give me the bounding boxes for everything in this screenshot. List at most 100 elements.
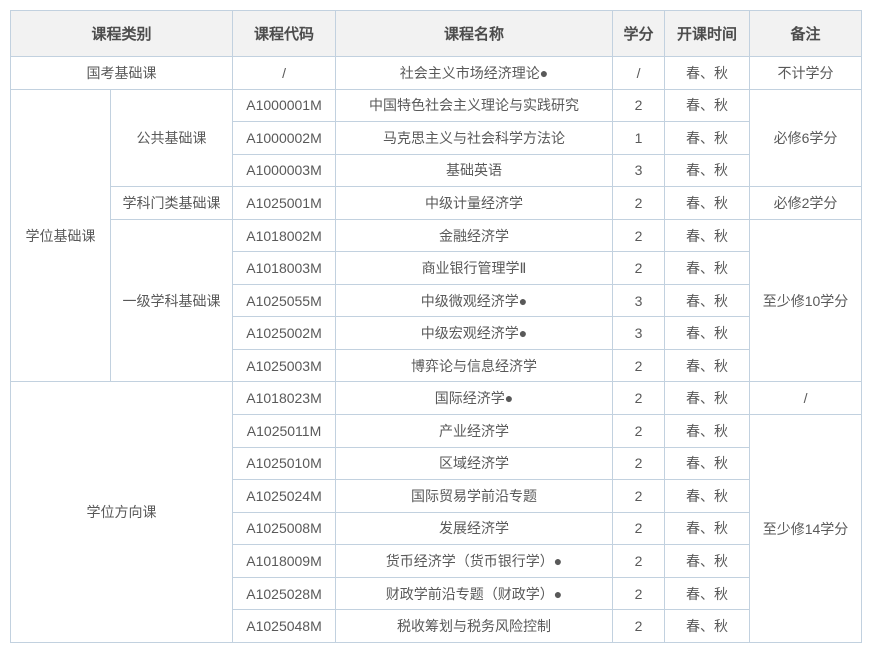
table-cell: 学位方向课 [9, 381, 234, 643]
table-cell: 2 [612, 414, 666, 448]
table-cell: 春、秋 [664, 88, 751, 123]
table-row: A1025048M 税收筹划与税务风险控制 2 春、秋 [11, 609, 862, 643]
table-cell: A1025011M [232, 414, 337, 448]
table-cell: 税收筹划与税务风险控制 [335, 609, 614, 643]
table-cell: 货币经济学（货币银行学）● [335, 544, 614, 578]
table-cell: 春、秋 [664, 316, 751, 350]
table-cell: A1025002M [232, 316, 337, 350]
table-cell: 2 [612, 511, 666, 546]
table-row: A1000002M 马克思主义与社会科学方法论 1 春、秋 [11, 121, 862, 155]
table-cell: A1018023M [232, 381, 337, 416]
curriculum-table: 课程类别 课程代码 课程名称 学分 开课时间 备注 国考基础课 / 社会主义市场经济理论● / 春… [9, 10, 863, 643]
table-cell: 中级计量经济学 [335, 186, 614, 220]
table-cell: 发展经济学 [335, 511, 614, 546]
table-cell: A1025024M [232, 479, 337, 513]
table-cell: 春、秋 [664, 414, 751, 448]
table-cell: 春、秋 [664, 381, 751, 416]
table-cell: 中级微观经济学● [335, 283, 614, 318]
table-cell: 中国特色社会主义理论与实践研究 [335, 88, 614, 123]
column-header: 课程代码 [232, 10, 337, 57]
table-cell: 至少修14学分 [749, 414, 863, 643]
table-row: A1025055M 中级微观经济学● 3 春、秋 [11, 283, 862, 318]
table-cell: 国际贸易学前沿专题 [335, 479, 614, 513]
table-row: 学位基础课 公共基础课 A1000001M 中国特色社会主义理论与实践研究 2 春、秋 必修… [10, 88, 863, 383]
table-cell: 产业经济学 [335, 414, 614, 448]
table-cell: 春、秋 [664, 544, 751, 578]
table-cell: 春、秋 [664, 121, 751, 155]
table-cell: 基础英语 [335, 153, 614, 188]
column-header: 课程名称 [335, 10, 614, 57]
table-cell: 春、秋 [664, 348, 751, 383]
table-row: 学位方向课 A1018023M 国际经济学● 2 春、秋 / [9, 381, 863, 643]
table-row: A1000003M 基础英语 3 春、秋 [11, 153, 862, 188]
table-cell: 春、秋 [664, 479, 751, 513]
table-cell: A1025010M [232, 446, 337, 481]
header-row: 课程类别 课程代码 课程名称 学分 开课时间 备注 [9, 10, 863, 57]
table-row: 学科门类基础课 A1025001M 中级计量经济学 2 春、秋 必修2学分 [11, 186, 863, 220]
table-cell: 2 [612, 381, 666, 416]
table-row: A1025003M 博弈论与信息经济学 2 春、秋 [11, 348, 862, 383]
table-cell: 2 [612, 251, 666, 285]
table-cell: A1025003M [232, 348, 337, 383]
table-cell: 春、秋 [664, 153, 751, 188]
table-cell: 不计学分 [749, 56, 863, 90]
column-header: 课程类别 [9, 10, 234, 57]
table-cell: 国际经济学● [335, 381, 614, 416]
table-cell: 春、秋 [664, 218, 751, 253]
table-cell: 春、秋 [664, 186, 751, 220]
table-cell: 2 [612, 218, 666, 253]
table-cell: 国考基础课 [9, 56, 234, 90]
table-cell: 学位基础课 [10, 88, 111, 383]
table-cell: 至少修10学分 [749, 218, 863, 383]
table-cell: 2 [612, 544, 666, 578]
table-cell: 1 [612, 121, 666, 155]
table-cell: 2 [612, 186, 666, 220]
table-cell: 春、秋 [664, 56, 751, 90]
table-cell: 2 [612, 88, 666, 123]
table-cell: 财政学前沿专题（财政学）● [335, 576, 614, 611]
table-row: A1025028M 财政学前沿专题（财政学）● 2 春、秋 [11, 576, 862, 611]
table-cell: 2 [612, 609, 666, 643]
table-cell: A1025028M [232, 576, 337, 611]
table-cell: A1000001M [232, 88, 337, 123]
table-cell: 学科门类基础课 [109, 186, 234, 220]
table-row: 国考基础课 / 社会主义市场经济理论● / 春、秋 不计学分 [9, 56, 863, 90]
table-cell: 社会主义市场经济理论● [335, 56, 614, 90]
table-cell: 公共基础课 [109, 88, 234, 188]
table-row: A1025002M 中级宏观经济学● 3 春、秋 [11, 316, 862, 350]
table-cell: 3 [612, 283, 666, 318]
table-cell: 2 [612, 479, 666, 513]
table-cell: 3 [612, 153, 666, 188]
table-cell: A1025055M [232, 283, 337, 318]
table-cell: 金融经济学 [335, 218, 614, 253]
table-cell: / [232, 56, 337, 90]
table-cell: 春、秋 [664, 446, 751, 481]
table-cell: A1025048M [232, 609, 337, 643]
table-cell: 2 [612, 576, 666, 611]
table-cell: A1000003M [232, 153, 337, 188]
table-row: A1018009M 货币经济学（货币银行学）● 2 春、秋 [11, 544, 862, 578]
table-cell: A1025001M [232, 186, 337, 220]
table-cell: 必修6学分 [749, 88, 863, 188]
table-cell: 商业银行管理学Ⅱ [335, 251, 614, 285]
table-cell: / [612, 56, 666, 90]
table-header: 课程类别 课程代码 课程名称 学分 开课时间 备注 [9, 10, 863, 57]
table-cell: 必修2学分 [749, 186, 863, 220]
table-cell: A1000002M [232, 121, 337, 155]
table-cell: 马克思主义与社会科学方法论 [335, 121, 614, 155]
table-cell: 春、秋 [664, 511, 751, 546]
column-header: 备注 [749, 10, 863, 57]
table-row: A1018003M 商业银行管理学Ⅱ 2 春、秋 [11, 251, 862, 285]
table-row: A1025011M 产业经济学 2 春、秋 至少修14学分 [11, 414, 863, 643]
table-cell: 春、秋 [664, 576, 751, 611]
table-cell: 一级学科基础课 [109, 218, 234, 383]
table-row: A1025024M 国际贸易学前沿专题 2 春、秋 [11, 479, 862, 513]
table-cell: A1025008M [232, 511, 337, 546]
table-cell: A1018002M [232, 218, 337, 253]
table-cell: 春、秋 [664, 251, 751, 285]
table-row: A1025010M 区域经济学 2 春、秋 [11, 446, 862, 481]
table-cell: 区域经济学 [335, 446, 614, 481]
curriculum-table-container: 课程类别 课程代码 课程名称 学分 开课时间 备注 国考基础课 / 社会主义市场经济理论● / 春… [9, 10, 863, 643]
table-cell: A1018009M [232, 544, 337, 578]
table-row: A1025008M 发展经济学 2 春、秋 [11, 511, 862, 546]
